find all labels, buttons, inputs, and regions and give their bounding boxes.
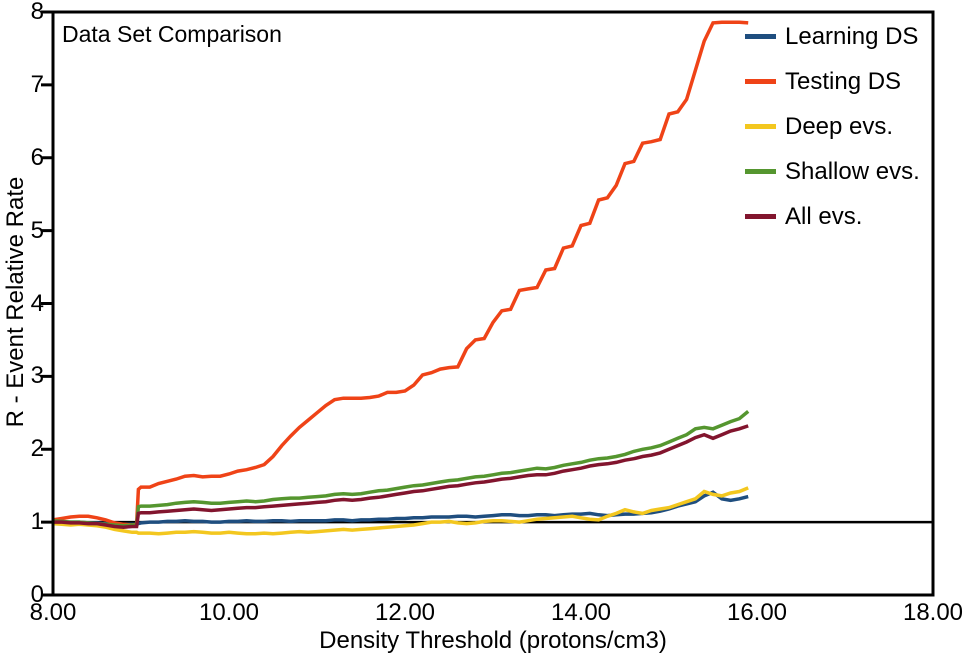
series-line-learning-ds	[53, 490, 749, 527]
series-line-all-evs	[53, 424, 749, 529]
series-line-shallow-evs	[52, 410, 750, 528]
y-tick-label: 6	[30, 143, 44, 171]
legend-label-all-evs: All evs.	[785, 202, 863, 230]
legend-swatch-testing-ds	[745, 79, 776, 84]
legend-item-learning-ds: Learning DS	[745, 14, 920, 59]
y-tick-label: 3	[30, 362, 44, 390]
legend-label-deep-evs: Deep evs.	[785, 112, 894, 140]
legend-swatch-all-evs	[745, 214, 776, 219]
chart-title: Data Set Comparison	[62, 21, 282, 47]
legend-item-shallow-evs: Shallow evs.	[745, 149, 920, 194]
legend-swatch-learning-ds	[745, 34, 776, 39]
x-axis-label: Density Threshold (protons/cm3)	[319, 627, 667, 654]
y-tick-label: 0	[30, 581, 44, 608]
x-tick-label: 12.00	[374, 599, 436, 626]
legend-label-testing-ds: Testing DS	[785, 67, 902, 95]
legend-item-testing-ds: Testing DS	[745, 59, 920, 104]
plot-border	[51, 10, 935, 597]
series-line-testing-ds	[52, 20, 749, 527]
y-tick-label: 2	[30, 435, 44, 463]
legend-item-all-evs: All evs.	[745, 194, 920, 239]
legend-label-shallow-evs: Shallow evs.	[785, 157, 920, 185]
y-tick-label: 7	[30, 70, 44, 98]
legend-swatch-deep-evs	[745, 124, 776, 129]
y-tick-label: 1	[30, 508, 44, 536]
x-tick-label: 10.00	[198, 599, 260, 626]
x-tick-label: 18.00	[902, 599, 964, 626]
legend: Learning DS Testing DS Deep evs. Shallow…	[745, 14, 920, 239]
y-tick-label: 8	[30, 0, 44, 25]
y-tick-label: 4	[30, 289, 44, 317]
x-tick-label: 16.00	[726, 599, 788, 626]
y-tick-label: 5	[30, 216, 44, 244]
legend-label-learning-ds: Learning DS	[785, 22, 919, 50]
legend-swatch-shallow-evs	[745, 169, 776, 174]
legend-item-deep-evs: Deep evs.	[745, 104, 920, 149]
x-tick-label: 8.00	[29, 599, 77, 626]
x-tick-label: 14.00	[550, 599, 612, 626]
series-line-deep-evs	[52, 486, 749, 536]
